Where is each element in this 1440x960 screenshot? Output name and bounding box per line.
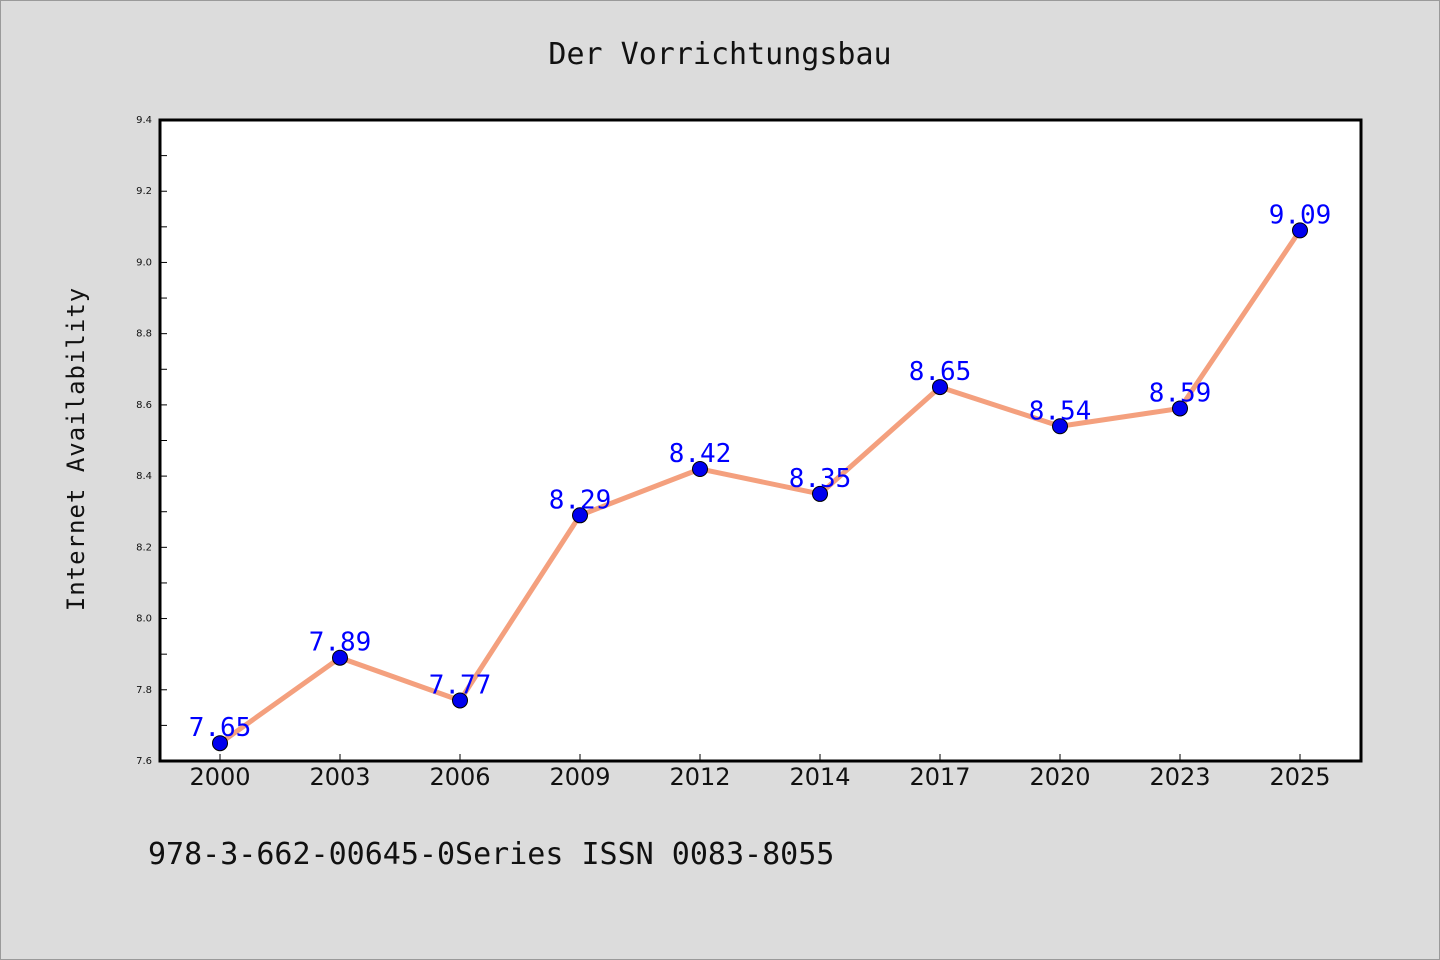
series-lines [217,227,1303,746]
data-point-marker [812,485,828,502]
data-point-marker [1292,222,1308,239]
data-point-marker [572,507,588,524]
x-tick-label: 2006 [429,763,490,791]
data-point-label: 8.54 [1029,396,1092,426]
x-axis-ticks: 2000 2003 2006 2009 2012 2014 2017 2020 2023 2025 [189,754,1331,791]
data-point-marker [1172,400,1188,417]
y-tick-label: 8.0 [136,614,152,625]
data-point-label: 8.29 [549,485,612,515]
x-tick-label: 2025 [1269,763,1330,791]
series-markers [212,222,1308,752]
x-tick-label: 2023 [1149,763,1210,791]
x-tick-label: 2017 [909,763,970,791]
data-point-label: 8.65 [909,357,972,387]
data-point-label: 7.77 [429,670,492,700]
data-point-label: 7.89 [309,628,372,658]
y-tick-label: 8.6 [136,400,152,411]
data-point-label: 9.09 [1269,200,1332,230]
plot-area [160,120,1361,761]
data-point-marker [1052,418,1068,435]
y-tick-label: 8.8 [136,329,152,340]
y-axis-label: Internet Availability [62,287,90,611]
plot-border [158,118,1363,763]
series-data-labels: 7.65 7.89 7.77 8.29 8.42 8.35 8.65 8.54 8.59 9.09 [189,200,1332,743]
y-tick-label: 9.4 [136,115,152,126]
data-point-marker [332,649,348,666]
y-tick-label: 9.2 [136,186,152,197]
data-point-label: 8.59 [1149,378,1212,408]
data-point-marker [212,735,228,752]
footer-text: 978-3-662-00645-0Series ISSN 0083-8055 [148,837,834,872]
chart-title: Der Vorrichtungsbau [548,37,891,72]
series-line [217,227,1303,746]
data-point-label: 8.35 [789,464,852,494]
data-point-label: 8.42 [669,439,732,469]
data-point-marker [692,460,708,477]
x-tick-label: 2000 [189,763,250,791]
x-tick-label: 2012 [669,763,730,791]
x-tick-label: 2003 [309,763,370,791]
x-tick-label: 2020 [1029,763,1090,791]
y-tick-label: 7.8 [136,685,152,696]
y-tick-label: 8.2 [136,542,152,553]
data-point-marker [932,379,948,396]
x-tick-label: 2014 [789,763,850,791]
y-tick-label: 7.6 [136,756,152,767]
data-point-label: 7.65 [189,713,252,743]
x-tick-label: 2009 [549,763,610,791]
y-tick-label: 9.0 [136,257,152,268]
data-point-marker [452,692,468,709]
y-tick-label: 8.4 [136,471,152,482]
